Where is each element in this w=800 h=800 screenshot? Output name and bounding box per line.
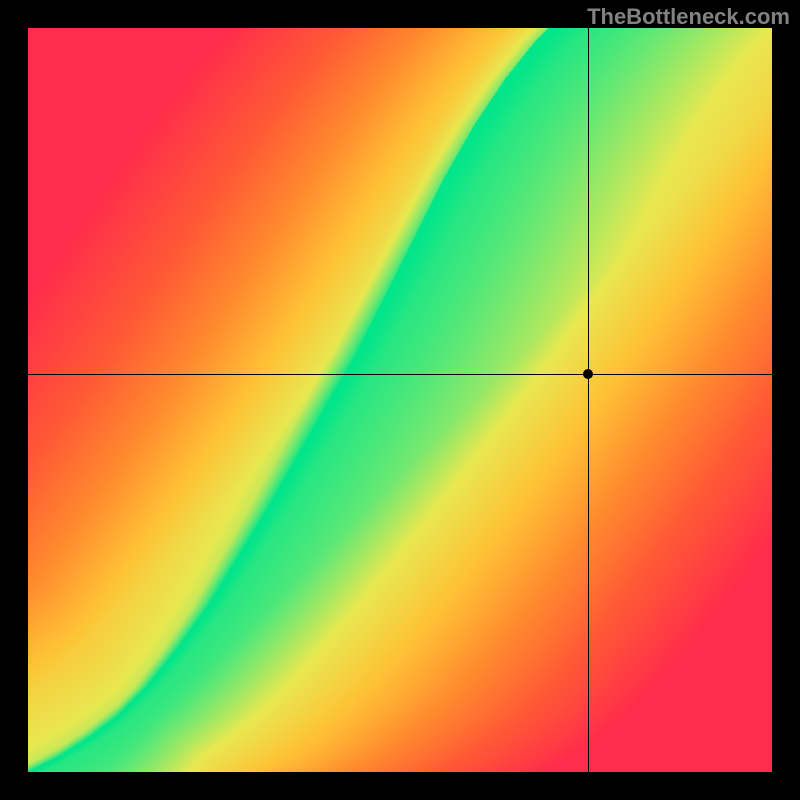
heatmap-canvas — [28, 28, 772, 772]
watermark-text: TheBottleneck.com — [587, 4, 790, 30]
crosshair-horizontal — [28, 374, 772, 375]
heatmap-plot — [28, 28, 772, 772]
selected-point-marker — [583, 369, 593, 379]
crosshair-vertical — [588, 28, 589, 772]
